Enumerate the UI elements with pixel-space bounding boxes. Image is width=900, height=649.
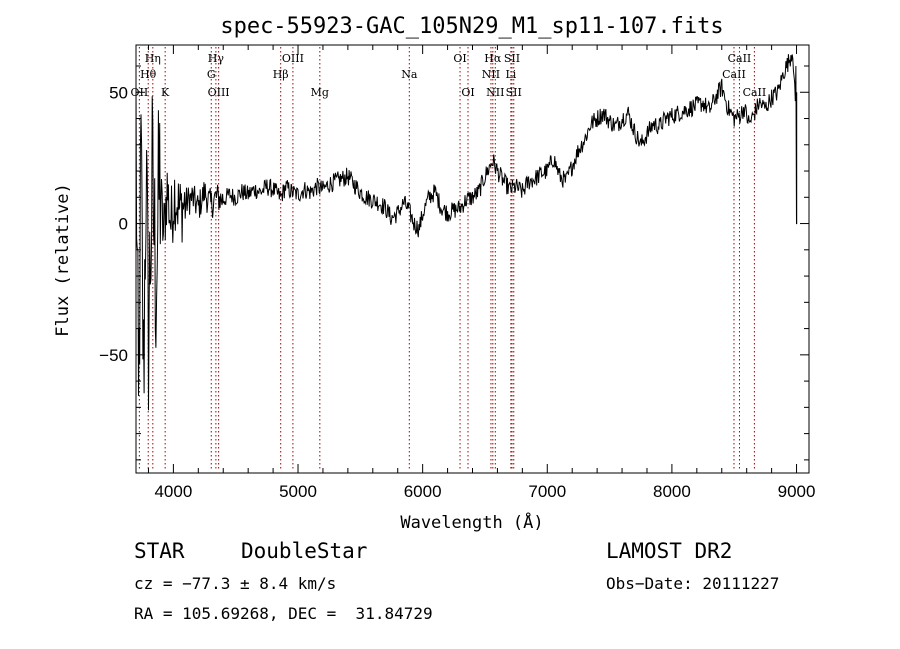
line-marker-label: Hγ [208, 52, 225, 65]
line-marker-label: K [161, 86, 170, 99]
line-marker-label: CaII [728, 52, 752, 65]
line-marker-label: NII [486, 86, 504, 99]
line-marker-label: Hβ [273, 68, 289, 81]
y-axis-label: Flux (relative) [53, 183, 73, 337]
line-marker-label: Hθ [140, 68, 157, 81]
line-marker-label: OIII [208, 86, 230, 99]
line-marker-label: Hη [145, 52, 161, 65]
coordinates: RA = 105.69268, DEC = 31.84729 [134, 604, 433, 623]
object-class: STAR [134, 539, 185, 563]
x-tick-label: 7000 [528, 482, 566, 501]
line-marker-label: CaII [722, 68, 746, 81]
line-marker-label: Mg [311, 86, 329, 99]
line-markers: OIIHθHηKGHγOIIIHβOIIIMgNaOIOINIIHαNIILiS… [131, 47, 767, 471]
line-marker-label: NII [482, 68, 500, 81]
observation-date: Obs−Date: 20111227 [606, 574, 780, 593]
axis-ticks: 4000 5000 6000 7000 8000 9000 50 0 −50 [99, 45, 815, 501]
x-tick-label: 8000 [653, 482, 691, 501]
survey-name: LAMOST DR2 [606, 539, 733, 563]
y-tick-label: 0 [119, 215, 128, 234]
object-subclass: DoubleStar [241, 539, 368, 563]
line-marker-label: SII [506, 86, 522, 99]
line-marker-label: Hα [484, 52, 502, 65]
y-tick-label: 50 [109, 83, 128, 102]
spectrum-line [135, 54, 798, 411]
line-marker-label: OI [453, 52, 466, 65]
line-marker-label: Li [505, 68, 516, 81]
plot-frame [135, 44, 810, 474]
chart-title: spec-55923-GAC_105N29_M1_sp11-107.fits [220, 14, 723, 39]
x-tick-label: 4000 [154, 482, 192, 501]
x-tick-label: 5000 [279, 482, 317, 501]
line-marker-label: OIII [282, 52, 304, 65]
line-marker-label: Na [401, 68, 418, 81]
line-marker-label: CaII [743, 86, 767, 99]
x-axis-label: Wavelength (Å) [400, 511, 543, 533]
redshift-velocity: cz = −77.3 ± 8.4 km/s [134, 574, 337, 593]
y-tick-label: −50 [99, 346, 128, 365]
line-marker-label: OI [461, 86, 474, 99]
x-tick-label: 9000 [778, 482, 816, 501]
x-tick-label: 6000 [404, 482, 442, 501]
line-marker-label: G [207, 68, 216, 81]
line-marker-label: SII [504, 52, 520, 65]
